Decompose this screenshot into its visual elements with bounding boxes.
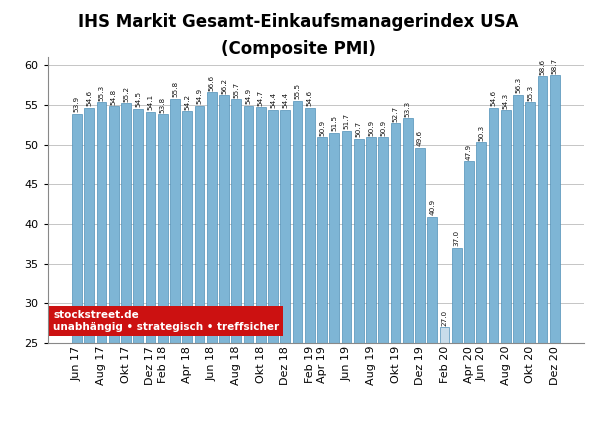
Text: 56.6: 56.6	[209, 74, 215, 91]
Bar	[464, 161, 474, 440]
Bar	[158, 114, 167, 440]
Bar	[231, 99, 241, 440]
Bar	[72, 114, 82, 440]
Bar	[293, 101, 302, 440]
Text: 56.3: 56.3	[515, 77, 521, 93]
Bar	[538, 76, 548, 440]
Bar	[427, 217, 437, 440]
Text: 52.7: 52.7	[393, 106, 399, 121]
Text: 49.6: 49.6	[417, 130, 423, 146]
Bar	[378, 137, 388, 440]
Text: 54.9: 54.9	[246, 88, 252, 104]
Text: 53.9: 53.9	[74, 96, 80, 112]
Text: 58.7: 58.7	[552, 58, 558, 74]
Text: 50.9: 50.9	[319, 120, 325, 136]
Text: 55.3: 55.3	[527, 85, 533, 101]
Bar	[415, 148, 425, 440]
Bar	[501, 110, 511, 440]
Bar	[403, 118, 412, 440]
Text: 54.6: 54.6	[86, 90, 92, 106]
Text: 54.7: 54.7	[257, 89, 264, 106]
Text: 55.5: 55.5	[294, 83, 300, 99]
Bar	[207, 92, 216, 440]
Bar	[317, 137, 327, 440]
Bar	[513, 95, 523, 440]
Text: 51.7: 51.7	[343, 114, 349, 129]
Text: 51.5: 51.5	[331, 115, 337, 131]
Bar	[440, 327, 449, 440]
Bar	[526, 103, 535, 440]
Bar	[84, 108, 94, 440]
Bar	[354, 139, 364, 440]
Text: 55.7: 55.7	[233, 81, 239, 98]
Text: 54.6: 54.6	[307, 90, 313, 106]
Text: 55.8: 55.8	[172, 81, 178, 97]
Text: 27.0: 27.0	[442, 310, 448, 326]
Bar	[134, 109, 143, 440]
Text: 53.3: 53.3	[405, 101, 411, 117]
Text: 54.4: 54.4	[270, 92, 276, 108]
Bar	[476, 142, 486, 440]
Bar	[97, 103, 106, 440]
Text: 50.9: 50.9	[380, 120, 386, 136]
Text: 54.6: 54.6	[491, 90, 496, 106]
Text: 50.9: 50.9	[368, 120, 374, 136]
Text: 40.9: 40.9	[429, 199, 435, 215]
Bar	[170, 99, 180, 440]
Text: 37.0: 37.0	[454, 230, 460, 246]
Bar	[366, 137, 376, 440]
Text: 54.8: 54.8	[111, 89, 117, 105]
Text: 53.8: 53.8	[160, 97, 166, 113]
Text: IHS Markit Gesamt-Einkaufsmanagerindex USA: IHS Markit Gesamt-Einkaufsmanagerindex U…	[77, 13, 519, 31]
Text: 54.9: 54.9	[197, 88, 203, 104]
Bar	[550, 76, 560, 440]
Text: 54.5: 54.5	[135, 91, 141, 107]
Text: 54.1: 54.1	[147, 94, 154, 110]
Bar	[342, 131, 352, 440]
Text: stockstreet.de
unabhängig • strategisch • treffsicher: stockstreet.de unabhängig • strategisch …	[53, 310, 279, 332]
Bar	[109, 106, 119, 440]
Text: 50.7: 50.7	[356, 121, 362, 137]
Text: 47.9: 47.9	[466, 143, 472, 160]
Bar	[219, 95, 229, 440]
Bar	[244, 106, 253, 440]
Bar	[305, 108, 315, 440]
Text: 54.4: 54.4	[283, 92, 288, 108]
Text: 55.2: 55.2	[123, 85, 129, 102]
Bar	[280, 110, 290, 440]
Bar	[268, 110, 278, 440]
Bar	[330, 133, 339, 440]
Text: 50.3: 50.3	[478, 125, 485, 141]
Text: 55.3: 55.3	[98, 85, 104, 101]
Bar	[489, 108, 498, 440]
Bar	[452, 248, 462, 440]
Bar	[121, 103, 131, 440]
Text: 54.3: 54.3	[503, 93, 509, 109]
Text: 56.2: 56.2	[221, 77, 227, 94]
Bar	[390, 123, 401, 440]
Text: (Composite PMI): (Composite PMI)	[221, 40, 375, 58]
Bar	[182, 111, 192, 440]
Text: 58.6: 58.6	[539, 59, 545, 75]
Bar	[256, 107, 266, 440]
Bar	[145, 112, 156, 440]
Text: 54.2: 54.2	[184, 94, 190, 110]
Bar	[194, 106, 204, 440]
